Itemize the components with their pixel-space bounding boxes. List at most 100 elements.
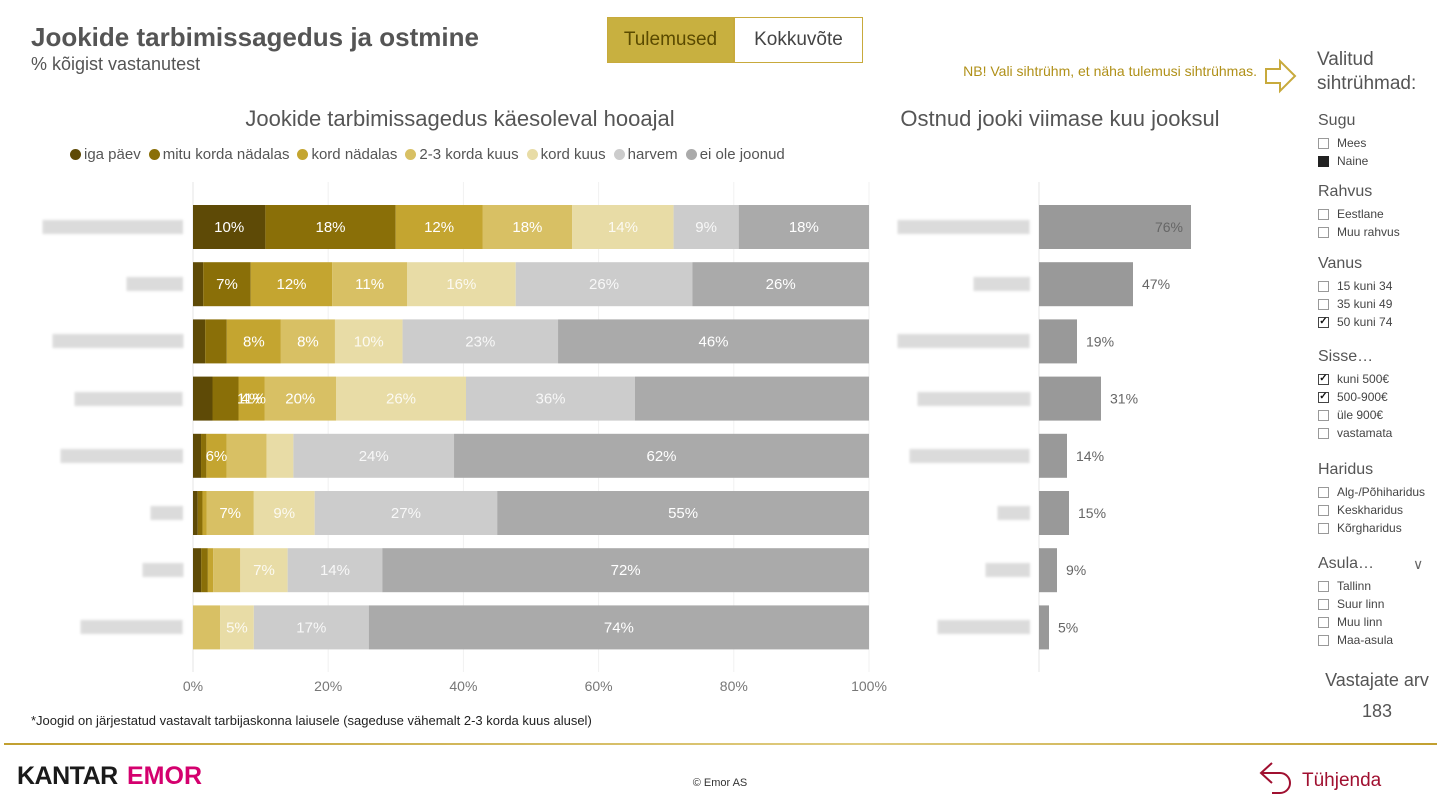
checkbox-icon[interactable] [1318, 522, 1329, 534]
bar-data-label: 12% [424, 219, 454, 236]
filter-option[interactable]: Tallinn [1318, 579, 1371, 593]
filter-option[interactable]: üle 900€ [1318, 408, 1383, 422]
checkbox-checked-icon[interactable]: ✓ [1318, 316, 1329, 328]
legend-dot-icon [526, 149, 538, 160]
checkbox-icon[interactable] [1318, 155, 1329, 167]
filter-option-label: Maa-asula [1337, 633, 1394, 647]
checkbox-icon[interactable] [1318, 427, 1329, 439]
clear-button[interactable]: Tühjenda [1258, 759, 1381, 803]
bar-data-label: 26% [766, 276, 796, 293]
stacked-bar-segment [454, 433, 869, 478]
category-label-obscured [143, 563, 183, 578]
legend-dot-icon [297, 149, 309, 160]
category-label-obscured [61, 448, 183, 463]
checkbox-icon[interactable] [1318, 298, 1329, 310]
stacked-bar-segment [193, 319, 206, 364]
filter-option[interactable]: Mees [1318, 136, 1366, 150]
stacked-bar-segment [220, 605, 254, 650]
filter-option[interactable]: vastamata [1318, 426, 1392, 440]
filter-option[interactable]: Keskharidus [1318, 503, 1403, 517]
stacked-bar-segment [250, 262, 333, 307]
bar-data-label: 18% [316, 219, 346, 236]
checkbox-icon[interactable] [1318, 226, 1329, 238]
bar-data-label: 9% [695, 219, 717, 236]
filter-group-title[interactable]: Haridus [1318, 461, 1374, 478]
stacked-bar-segment [213, 548, 241, 593]
chevron-down-icon[interactable]: ∨ [1413, 556, 1424, 572]
bar-data-label: 16% [446, 276, 476, 293]
stacked-bar-segment [497, 491, 869, 535]
stacked-bar-segment [197, 491, 203, 535]
bar-data-label: 23% [465, 333, 495, 350]
checkbox-icon[interactable] [1318, 137, 1329, 149]
filter-group-title[interactable]: Asula… [1318, 555, 1375, 572]
bar-data-label: 24% [359, 448, 389, 465]
checkbox-icon[interactable] [1318, 634, 1329, 646]
purchase-bar [1039, 262, 1133, 307]
stacked-bar-segment [238, 376, 265, 421]
legend-label: kord kuus [540, 146, 606, 163]
filter-option[interactable]: Muu linn [1318, 615, 1382, 629]
filter-option[interactable]: Maa-asula [1318, 633, 1393, 647]
purchase-data-label: 31% [1110, 391, 1138, 407]
filter-option[interactable]: 15 kuni 34 [1318, 279, 1392, 293]
stacked-bar-segment [402, 319, 559, 364]
filter-option-label: Suur linn [1337, 597, 1385, 611]
filter-group-title[interactable]: Sisse… [1318, 348, 1374, 365]
x-tick-label: 100% [851, 678, 887, 694]
checkbox-icon[interactable] [1318, 598, 1329, 610]
checkbox-icon[interactable] [1318, 208, 1329, 220]
tab-summary[interactable]: Kokkuvõte [734, 17, 863, 63]
filter-option[interactable]: Naine [1318, 154, 1368, 168]
checkbox-icon[interactable] [1318, 616, 1329, 628]
legend-dot-icon [70, 149, 81, 160]
page-title: Jookide tarbimissagedus ja ostmine [31, 22, 479, 52]
stacked-bar-segment [558, 319, 869, 364]
stacked-bar-segment [332, 262, 408, 307]
x-tick-label: 20% [314, 678, 342, 694]
target-group-note: NB! Vali sihtrühm, et näha tulemusi siht… [963, 63, 1257, 79]
stacked-bar-segment [193, 376, 213, 421]
filter-option[interactable]: ✓ 500-900€ [1318, 390, 1388, 404]
stacked-bar-segment [314, 491, 498, 535]
filter-option[interactable]: Kõrgharidus [1318, 521, 1402, 535]
x-tick-label: 60% [585, 678, 613, 694]
legend-item[interactable]: kord nädalas [297, 146, 397, 163]
filter-option-label: 50 kuni 74 [1337, 315, 1393, 329]
checkbox-checked-icon[interactable]: ✓ [1318, 373, 1329, 385]
checkbox-icon[interactable] [1318, 280, 1329, 292]
legend-item[interactable]: iga päev [70, 146, 141, 163]
filter-option[interactable]: ✓ kuni 500€ [1318, 372, 1389, 386]
filter-option[interactable]: Alg-/Põhiharidus [1318, 485, 1425, 499]
filter-option[interactable]: 35 kuni 49 [1318, 297, 1392, 311]
filter-option-label: kuni 500€ [1337, 372, 1390, 386]
tab-results[interactable]: Tulemused [607, 17, 734, 63]
checkbox-icon[interactable] [1318, 504, 1329, 516]
legend-item[interactable]: ei ole joonud [685, 146, 785, 163]
stacked-bar-segment [407, 262, 516, 307]
logo-emor: EMOR [127, 762, 202, 790]
stacked-bar-segment [202, 491, 207, 535]
checkbox-icon[interactable] [1318, 580, 1329, 592]
legend-item[interactable]: mitu korda nädalas [148, 146, 289, 163]
respondents-label: Vastajate arv [1325, 670, 1429, 690]
filter-option[interactable]: ✓ 50 kuni 74 [1318, 315, 1392, 329]
legend-item[interactable]: kord kuus [526, 146, 606, 163]
filter-option-label: Naine [1337, 154, 1369, 168]
checkbox-checked-icon[interactable]: ✓ [1318, 391, 1329, 403]
purchase-chart-title: Ostnud jooki viimase kuu jooksul [900, 106, 1220, 131]
checkbox-icon[interactable] [1318, 409, 1329, 421]
stacked-bar-segment [293, 433, 455, 478]
purchase-bar [1039, 548, 1057, 593]
filter-option[interactable]: Eestlane [1318, 207, 1384, 221]
filter-option[interactable]: Muu rahvus [1318, 225, 1400, 239]
undo-arrow-icon [1258, 759, 1294, 803]
checkbox-icon[interactable] [1318, 486, 1329, 498]
legend-item[interactable]: harvem [613, 146, 678, 163]
legend-item[interactable]: 2-3 korda kuus [405, 146, 519, 163]
legend-dot-icon [613, 149, 625, 160]
category-label-obscured [898, 334, 1030, 349]
bar-data-label: 14% [320, 562, 350, 579]
bar-data-label: 26% [386, 391, 416, 408]
filter-option[interactable]: Suur linn [1318, 597, 1384, 611]
